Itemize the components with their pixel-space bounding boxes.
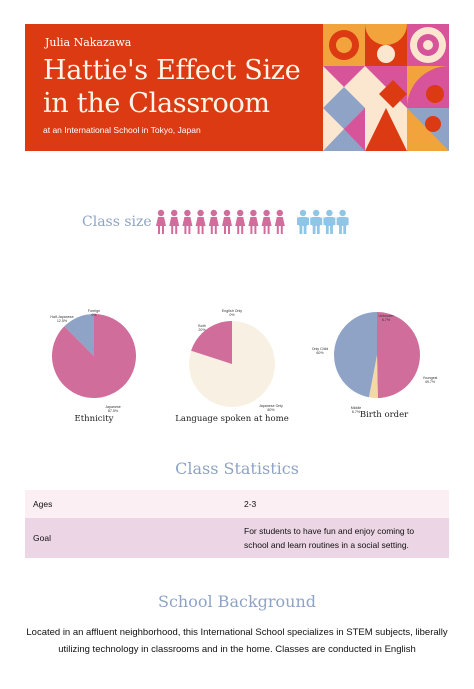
pie-slice-label: English Only 0% (212, 309, 252, 317)
slice-label-name: Japanese (105, 405, 121, 409)
pie-slice (191, 321, 232, 364)
girl-person-icon (222, 209, 232, 234)
slice-label-name: Foreign (87, 309, 101, 313)
girl-person-icon (182, 209, 193, 234)
class-size-people-icons (156, 209, 349, 234)
girl-person-icon (195, 209, 206, 234)
table-row: Ages 2-3 (25, 490, 449, 518)
slice-label-percent: 0% (91, 313, 97, 318)
page-subtitle: at an International School in Tokyo, Jap… (43, 125, 201, 135)
slice-label-percent: 6.7% (381, 318, 391, 323)
pie-slice (334, 312, 377, 398)
girl-person-icon (169, 209, 180, 234)
pie-slice-label: Half-Japanese 12.5% (42, 315, 82, 323)
slice-label-name: Unknown (378, 314, 394, 318)
slice-label-name: Half-Japanese (50, 315, 74, 319)
pie-slice-label: Japanese Only 80% (251, 404, 291, 412)
girl-person-icon (274, 209, 285, 234)
slice-label-name: English Only (221, 309, 243, 313)
boy-person-icon (297, 209, 309, 234)
slice-label-percent: 12.5% (56, 319, 68, 324)
slice-label-percent: 6.7% (351, 410, 361, 415)
table-cell-value: 2-3 (244, 499, 257, 509)
class-statistics-table: Ages 2-3 Goal For students to have fun a… (25, 490, 449, 558)
slice-label-name: Youngest (422, 376, 438, 380)
header-banner: Julia Nakazawa Hattie's Effect Size in t… (25, 24, 449, 151)
slice-label-name: Both (198, 324, 206, 328)
pie-chart-title: Ethnicity (74, 414, 114, 424)
title-line-2: in the Classroom (43, 88, 270, 119)
slice-label-percent: 0% (229, 313, 235, 318)
boy-person-icon (310, 209, 323, 234)
boy-person-icon (323, 209, 336, 234)
pie-chart-1 (52, 314, 136, 398)
pie-slice-label: Both 20% (182, 324, 222, 332)
slice-label-name: Middle (350, 406, 362, 410)
table-cell-key: Ages (33, 499, 53, 509)
slice-label-name: Japanese Only (259, 404, 283, 408)
pie-slice (377, 312, 421, 398)
girl-person-icon (261, 209, 272, 234)
table-row: Goal For students to have fun and enjoy … (25, 518, 449, 558)
slice-label-percent: 87.5% (107, 409, 119, 414)
geometric-pattern-art (323, 24, 449, 151)
title-line-1: Hattie's Effect Size (43, 55, 301, 86)
slice-label-name: Only Child (311, 347, 329, 351)
girl-person-icon (235, 209, 246, 234)
school-background-text: Located in an affluent neighborhood, thi… (26, 627, 448, 655)
school-background-title: School Background (157, 592, 317, 611)
slice-label-percent: 60% (316, 351, 324, 356)
slice-label-percent: 49.7% (424, 380, 436, 385)
author-name: Julia Nakazawa (45, 36, 132, 49)
pie-chart-title: Language spoken at home (175, 414, 289, 424)
boy-person-icon (336, 209, 349, 234)
slice-label-percent: 80% (267, 408, 275, 413)
pie-slice-label: Only Child 60% (300, 347, 340, 355)
class-statistics-title: Class Statistics (175, 459, 299, 478)
pie-slice (368, 355, 378, 398)
pie-slice (64, 314, 94, 356)
page-title: Hattie's Effect Size in the Classroom (43, 54, 301, 120)
class-size-label: Class size (82, 214, 152, 230)
pie-chart-3 (334, 312, 421, 398)
pie-slice-label: Middle 6.7% (336, 406, 376, 414)
pie-slice-label: Foreign 0% (74, 309, 114, 317)
girl-person-icon (248, 209, 259, 234)
pie-slice-label: Youngest 49.7% (410, 376, 450, 384)
slice-label-percent: 20% (198, 328, 206, 333)
table-cell-key: Goal (33, 533, 51, 543)
pie-slice-label: Unknown 6.7% (366, 314, 406, 322)
pie-slice-label: Japanese 87.5% (93, 405, 133, 413)
girl-person-icon (208, 209, 219, 234)
pie-chart-title: Birth order (359, 410, 409, 420)
pie-chart-2 (189, 321, 275, 407)
table-cell-value: For students to have fun and enjoy comin… (244, 526, 415, 550)
girl-person-icon (156, 209, 166, 234)
